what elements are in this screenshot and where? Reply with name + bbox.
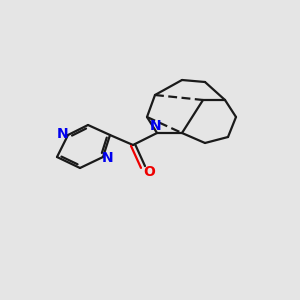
Text: N: N (102, 151, 114, 165)
Text: N: N (57, 127, 69, 141)
Text: O: O (143, 165, 155, 179)
Text: N: N (150, 119, 162, 133)
